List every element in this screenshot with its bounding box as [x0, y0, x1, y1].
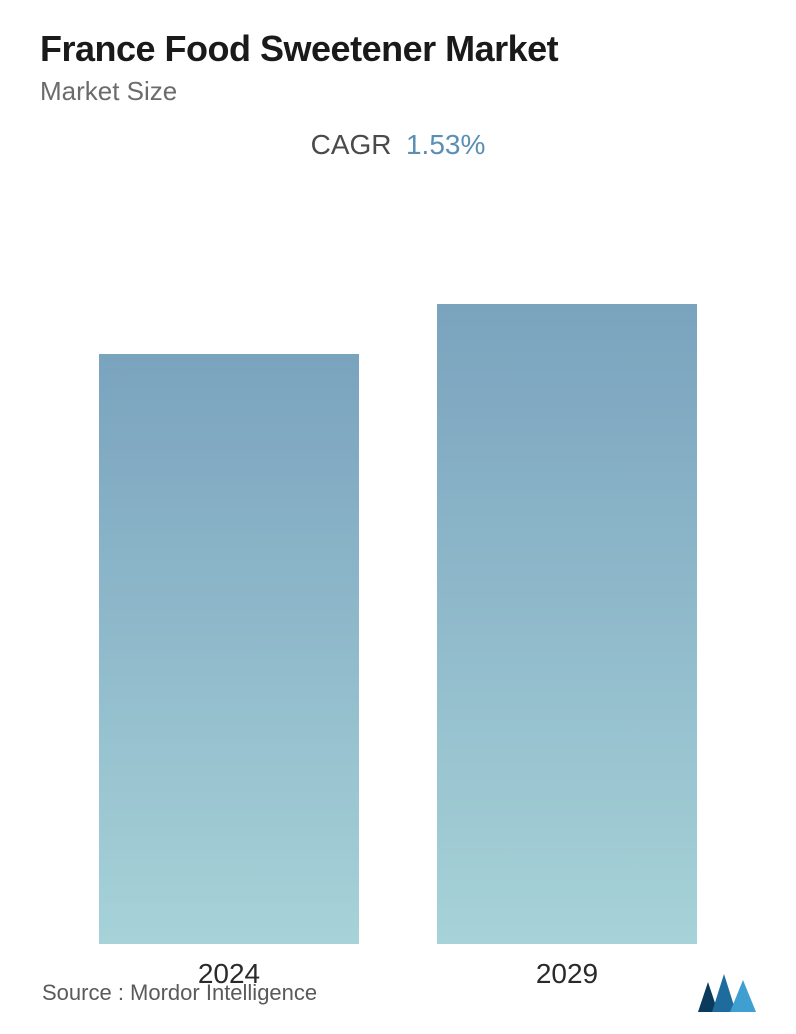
bar: [99, 354, 359, 944]
footer: Source : Mordor Intelligence: [42, 974, 756, 1012]
chart-container: France Food Sweetener Market Market Size…: [0, 0, 796, 1034]
bars-wrap: 20242029: [60, 284, 736, 944]
brand-logo-icon: [698, 974, 756, 1012]
bar-group: 2024: [77, 354, 381, 944]
chart-area: 20242029: [60, 191, 736, 1034]
cagr-label: CAGR: [311, 129, 392, 160]
page-title: France Food Sweetener Market: [40, 28, 756, 70]
bar-group: 2029: [415, 304, 719, 944]
cagr-row: CAGR 1.53%: [40, 129, 756, 161]
bar: [437, 304, 697, 944]
cagr-value: 1.53%: [406, 129, 485, 160]
source-text: Source : Mordor Intelligence: [42, 980, 317, 1006]
page-subtitle: Market Size: [40, 76, 756, 107]
